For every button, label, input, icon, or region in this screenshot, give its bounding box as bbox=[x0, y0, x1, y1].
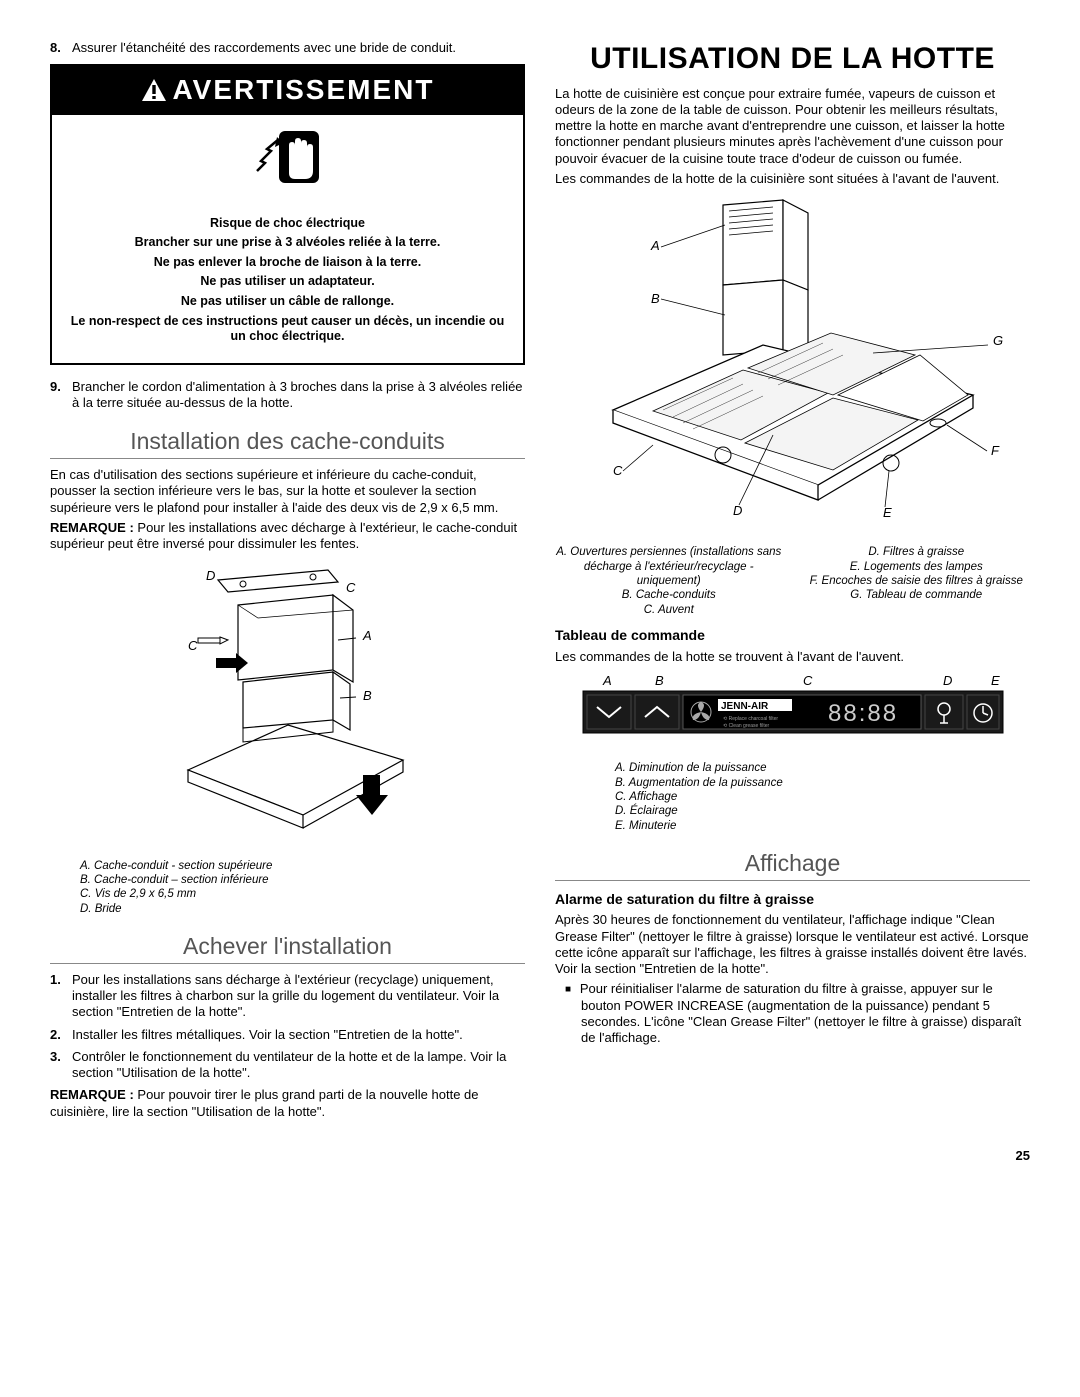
figure-cache-conduit: D A C C B bbox=[50, 560, 525, 916]
figure1-caption: A. Cache-conduit - section supérieure B.… bbox=[50, 859, 525, 917]
remark-label: REMARQUE : bbox=[50, 1087, 134, 1102]
heading-cache-conduits: Installation des cache-conduits bbox=[50, 427, 525, 459]
cache-paragraph: En cas d'utilisation des sections supéri… bbox=[50, 467, 525, 516]
heading-tableau: Tableau de commande bbox=[555, 627, 1030, 645]
step-num: 8. bbox=[50, 40, 72, 56]
svg-text:B: B bbox=[651, 291, 660, 306]
svg-text:C: C bbox=[188, 638, 198, 653]
intro-paragraph: La hotte de cuisinière est conçue pour e… bbox=[555, 86, 1030, 167]
svg-text:B: B bbox=[363, 688, 372, 703]
svg-text:D: D bbox=[943, 673, 952, 688]
heading-alarme: Alarme de saturation du filtre à graisse bbox=[555, 891, 1030, 909]
page-number: 25 bbox=[50, 1148, 1030, 1164]
caption-line: C. Affichage bbox=[615, 790, 1000, 804]
caption-line: F. Encoches de saisie des filtres à grai… bbox=[803, 574, 1031, 588]
svg-text:F: F bbox=[991, 443, 1000, 458]
warning-line: Brancher sur une prise à 3 alvéoles reli… bbox=[70, 235, 505, 251]
caption-line: A. Diminution de la puissance bbox=[615, 761, 1000, 775]
alert-triangle-icon bbox=[141, 78, 167, 102]
step-text: Brancher le cordon d'alimentation à 3 br… bbox=[72, 379, 525, 412]
caption-line: B. Augmentation de la puissance bbox=[615, 776, 1000, 790]
warning-title: AVERTISSEMENT bbox=[173, 72, 435, 107]
step-num: 9. bbox=[50, 379, 72, 412]
panel-caption: A. Diminution de la puissance B. Augment… bbox=[555, 761, 1030, 833]
fig1-label-d: D bbox=[206, 568, 215, 583]
figure-control-panel: A B C D E bbox=[555, 673, 1030, 833]
affichage-paragraph: Après 30 heures de fonctionnement du ven… bbox=[555, 912, 1030, 977]
step-8: 8. Assurer l'étanchéité des raccordement… bbox=[50, 40, 525, 56]
svg-text:D: D bbox=[733, 503, 742, 518]
caption-line: B. Cache-conduit – section inférieure bbox=[80, 873, 495, 887]
caption-line: C. Vis de 2,9 x 6,5 mm bbox=[80, 887, 495, 901]
svg-text:E: E bbox=[883, 505, 892, 520]
warning-body: Risque de choc électrique Brancher sur u… bbox=[52, 204, 523, 363]
svg-text:G: G bbox=[993, 333, 1003, 348]
heading-achever: Achever l'installation bbox=[50, 932, 525, 964]
svg-text:⟲ Replace charcoal filter: ⟲ Replace charcoal filter bbox=[723, 716, 778, 722]
warning-line: Le non-respect de ces instructions peut … bbox=[70, 314, 505, 345]
step-9: 9. Brancher le cordon d'alimentation à 3… bbox=[50, 379, 525, 412]
caption-line: D. Bride bbox=[80, 902, 495, 916]
caption-line: D. Éclairage bbox=[615, 804, 1000, 818]
affichage-bullet: Pour réinitialiser l'alarme de saturatio… bbox=[581, 981, 1030, 1046]
caption-line: G. Tableau de commande bbox=[803, 588, 1031, 602]
warning-box: AVERTISSEMENT Risque de choc électrique … bbox=[50, 64, 525, 365]
caption-line: C. Auvent bbox=[555, 603, 783, 617]
intro-paragraph: Les commandes de la hotte de la cuisiniè… bbox=[555, 171, 1030, 187]
achever-remark: REMARQUE : Pour pouvoir tirer le plus gr… bbox=[50, 1087, 525, 1120]
tableau-paragraph: Les commandes de la hotte se trouvent à … bbox=[555, 649, 1030, 665]
cache-remark: REMARQUE : Pour les installations avec d… bbox=[50, 520, 525, 553]
step-text: Assurer l'étanchéité des raccordements a… bbox=[72, 40, 456, 56]
remark-label: REMARQUE : bbox=[50, 520, 134, 535]
caption-line: A. Cache-conduit - section supérieure bbox=[80, 859, 495, 873]
svg-text:C: C bbox=[803, 673, 813, 688]
caption-line: A. Ouvertures persiennes (installations … bbox=[555, 545, 783, 588]
svg-text:E: E bbox=[991, 673, 1000, 688]
warning-line: Ne pas utiliser un adaptateur. bbox=[70, 274, 505, 290]
warning-line: Risque de choc électrique bbox=[70, 216, 505, 232]
warning-header: AVERTISSEMENT bbox=[52, 66, 523, 115]
svg-text:A: A bbox=[362, 628, 372, 643]
warning-line: Ne pas enlever la broche de liaison à la… bbox=[70, 255, 505, 271]
shock-icon-row bbox=[52, 115, 523, 203]
electric-shock-hand-icon bbox=[253, 125, 323, 195]
heading-affichage: Affichage bbox=[555, 849, 1030, 881]
svg-text:A: A bbox=[650, 238, 660, 253]
achever-step: 1.Pour les installations sans décharge à… bbox=[50, 972, 525, 1021]
figure-hood-overview: A B G C D E F A. Ouvertures persiennes (… bbox=[555, 195, 1030, 617]
display-time: 88:88 bbox=[828, 700, 898, 727]
warning-line: Ne pas utiliser un câble de rallonge. bbox=[70, 294, 505, 310]
figure2-caption: A. Ouvertures persiennes (installations … bbox=[555, 545, 1030, 617]
caption-line: E. Minuterie bbox=[615, 819, 1000, 833]
svg-text:B: B bbox=[655, 673, 664, 688]
svg-text:C: C bbox=[346, 580, 356, 595]
svg-text:C: C bbox=[613, 463, 623, 478]
svg-text:⟲ Clean grease filter: ⟲ Clean grease filter bbox=[723, 723, 769, 729]
panel-label-a: A bbox=[602, 673, 612, 688]
brand-text: JENN-AIR bbox=[721, 701, 769, 712]
caption-line: E. Logements des lampes bbox=[803, 560, 1031, 574]
page-title: UTILISATION DE LA HOTTE bbox=[555, 40, 1030, 78]
caption-line: B. Cache-conduits bbox=[555, 588, 783, 602]
caption-line: D. Filtres à graisse bbox=[803, 545, 1031, 559]
achever-step: 3.Contrôler le fonctionnement du ventila… bbox=[50, 1049, 525, 1082]
achever-step: 2.Installer les filtres métalliques. Voi… bbox=[50, 1027, 525, 1043]
